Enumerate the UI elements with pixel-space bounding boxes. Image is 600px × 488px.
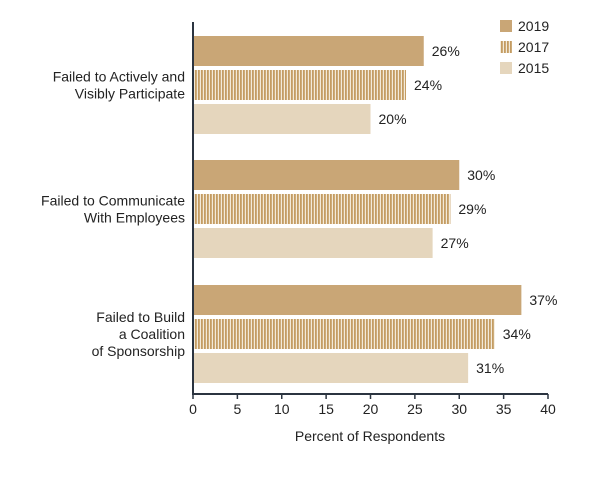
data-labels-layer: 26% 24% 20% 30% 29% 27% 37% 34% 31% <box>379 43 558 376</box>
data-label-2017-2: 29% <box>458 201 486 217</box>
category-label-3: Failed to Build a Coalition of Sponsorship <box>92 309 186 359</box>
legend-swatch-2015 <box>500 62 512 74</box>
legend-label-2017: 2017 <box>518 39 549 55</box>
x-tick-label-10: 10 <box>274 401 290 417</box>
x-tick-label-0: 0 <box>189 401 197 417</box>
x-axis-title: Percent of Respondents <box>295 428 445 444</box>
x-tick-label-30: 30 <box>451 401 467 417</box>
bar-2017-2 <box>193 194 451 224</box>
legend-label-2019: 2019 <box>518 18 549 34</box>
x-tick-label-15: 15 <box>318 401 334 417</box>
x-tick-label-40: 40 <box>540 401 556 417</box>
x-axis: 0 5 10 15 20 25 30 35 40 <box>189 22 556 417</box>
data-label-2015-1: 20% <box>379 111 407 127</box>
category-labels-layer: Failed to Actively and Visibly Participat… <box>41 69 185 360</box>
category-label-2: Failed to Communicate With Employees <box>41 193 185 226</box>
bar-2015-1 <box>193 104 371 134</box>
bar-2015-2 <box>193 228 433 258</box>
bar-2019-2 <box>193 160 460 190</box>
legend-label-2015: 2015 <box>518 60 549 76</box>
bar-2017-3 <box>193 319 495 349</box>
legend-swatch-2017 <box>500 41 512 53</box>
bar-2017-1 <box>193 70 406 100</box>
data-label-2015-3: 31% <box>476 360 504 376</box>
legend: 2019 2017 2015 <box>500 18 549 76</box>
data-label-2017-1: 24% <box>414 77 442 93</box>
bar-2015-3 <box>193 353 469 383</box>
x-tick-label-20: 20 <box>363 401 379 417</box>
x-tick-label-25: 25 <box>407 401 423 417</box>
data-label-2019-1: 26% <box>432 43 460 59</box>
category-label-1: Failed to Actively and Visibly Participat… <box>53 69 185 102</box>
x-tick-label-35: 35 <box>496 401 512 417</box>
data-label-2017-3: 34% <box>503 326 531 342</box>
data-label-2019-3: 37% <box>529 292 557 308</box>
data-label-2019-2: 30% <box>467 167 495 183</box>
legend-swatch-2019 <box>500 20 512 32</box>
bar-2019-3 <box>193 285 522 315</box>
x-tick-label-5: 5 <box>233 401 241 417</box>
data-label-2015-2: 27% <box>441 235 469 251</box>
bars-layer <box>193 36 522 383</box>
bar-2019-1 <box>193 36 424 66</box>
